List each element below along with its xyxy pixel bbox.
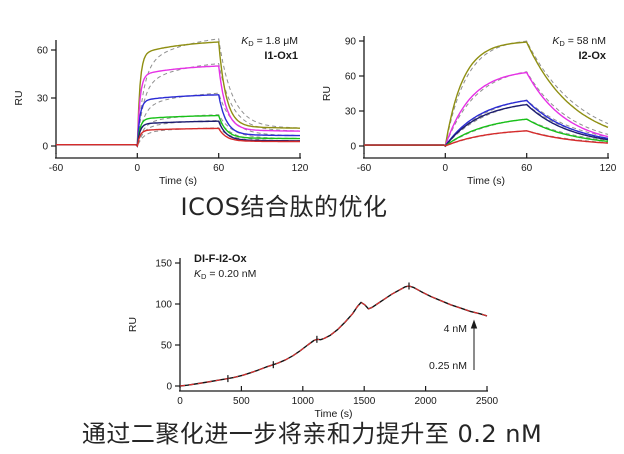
x-tick-label: 120 [292,163,309,174]
x-tick-label: -60 [49,163,64,174]
x-tick-label: 120 [600,163,617,174]
series-curve [56,120,300,148]
series-curve [56,65,301,148]
fit-curve [56,120,301,147]
x-tick-label: 0 [177,396,183,407]
fit-curve [364,99,609,147]
y-axis-title: RU [13,90,25,105]
caption-icos-optimization: ICOS结合肽的优化 [180,193,388,221]
sensorgram-panel-i1ox1: 0 30 60 -60 0 60 120 Time (s) RU KD = 1.8 μM I1-Ox… [8,6,310,197]
series-curve [364,130,609,147]
fit-curve [56,63,300,148]
conc-range-arrow-head [470,319,478,329]
y-tick-label: 30 [37,94,49,105]
kd-annotation: KD = 0.20 nM [194,268,256,281]
fit-curve [56,38,301,148]
y-axis-title: RU [127,317,139,332]
x-tick-label: 0 [443,163,449,174]
y-tick-label: 0 [42,142,48,153]
y-tick-label: 0 [166,382,172,393]
y-tick-label: 150 [155,259,172,270]
y-tick-label: 100 [155,300,172,311]
x-tick-label: 60 [521,163,533,174]
x-axis-title: Time (s) [159,175,197,187]
x-tick-label: 1500 [353,396,376,407]
x-tick-label: 2500 [476,396,499,407]
x-tick-label: 500 [233,396,250,407]
panel-title: DI-F-I2-Ox [194,253,247,265]
y-tick-label: 50 [161,341,173,352]
fit-curve [364,40,609,147]
fit-curve [364,130,609,147]
kd-annotation: KD = 1.8 μM [241,35,298,48]
sensorgram-panel-dif-i2ox: 0 50 100 150 0 500 1000 1500 2000 2500 Time (s) RU K… [116,230,508,427]
x-tick-label: 1000 [292,396,315,407]
x-tick-label: 60 [213,163,225,174]
kd-annotation: KD = 58 nM [552,35,606,48]
panel-title: I1-Ox1 [264,50,298,62]
fit-curve [56,92,300,148]
y-tick-label: 60 [345,72,357,83]
series-curve [56,127,300,148]
x-tick-label: 0 [135,163,141,174]
y-axis-title: RU [321,86,333,101]
fit-curve [56,114,300,147]
x-tick-label: 2000 [414,396,437,407]
x-axis-title: Time (s) [467,175,505,187]
conc-high-label: 4 nM [444,323,467,335]
y-tick-label: 90 [345,37,357,48]
sensorgram-panel-i2ox: 0 30 60 90 -60 0 60 120 Time (s) RU KD = 58 nM I2-O… [316,6,618,197]
x-axis-title: Time (s) [314,408,352,420]
series-curve [364,118,609,147]
x-tick-label: -60 [357,163,372,174]
y-tick-label: 60 [37,46,49,57]
fit-curve [364,71,609,147]
fit-curve [179,285,488,387]
y-tick-label: 0 [350,142,356,153]
panel-title: I2-Ox [578,50,606,62]
y-tick-label: 30 [345,107,357,118]
conc-low-label: 0.25 nM [429,360,467,372]
caption-dimerization-affinity: 通过二聚化进一步将亲和力提升至 0.2 nM [81,420,543,448]
